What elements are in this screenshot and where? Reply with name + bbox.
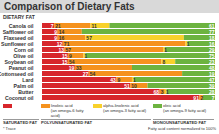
svg-text:9: 9 — [117, 77, 120, 83]
svg-text:57: 57 — [65, 46, 72, 53]
html-text:linoleic acid: linoleic acid — [50, 103, 73, 108]
svg-text:1: 1 — [166, 89, 169, 95]
html-text:(an omega-9 fatty acid): (an omega-9 fatty acid) — [163, 107, 207, 113]
html-text:POLYUNSATURATED FAT: POLYUNSATURATED FAT — [41, 119, 92, 125]
svg-text:91: 91 — [193, 95, 199, 101]
svg-text:47: 47 — [208, 76, 215, 83]
svg-text:Flaxseed oil: Flaxseed oil — [3, 34, 34, 41]
svg-text:1: 1 — [133, 76, 136, 83]
svg-text:7: 7 — [212, 95, 215, 101]
html-text:DIETARY FAT: DIETARY FAT — [3, 14, 35, 20]
svg-text:Coconut oil: Coconut oil — [5, 95, 34, 101]
svg-text:3: 3 — [161, 89, 164, 95]
svg-text:75: 75 — [208, 52, 215, 59]
svg-text:12: 12 — [56, 40, 63, 47]
svg-text:27: 27 — [83, 71, 89, 77]
svg-text:10: 10 — [131, 83, 137, 89]
html-text:MONOUNSATURATED FAT: MONOUNSATURATED FAT — [153, 119, 206, 125]
svg-text:1: 1 — [164, 47, 167, 53]
html-text:(an omega-3 fatty acid): (an omega-3 fatty acid) — [103, 107, 147, 113]
svg-text:Soybean oil: Soybean oil — [4, 58, 34, 65]
svg-text:Olive oil: Olive oil — [13, 52, 34, 59]
svg-text:Corn oil: Corn oil — [13, 46, 34, 53]
svg-text:14: 14 — [58, 28, 65, 35]
svg-text:7: 7 — [50, 22, 54, 29]
html-text:* Trace: * Trace — [3, 125, 16, 131]
svg-text:11: 11 — [92, 23, 98, 29]
html-text:alpha-linolenic acid: alpha-linolenic acid — [103, 103, 139, 108]
svg-text:13: 13 — [58, 46, 64, 53]
svg-text:23: 23 — [208, 58, 215, 65]
svg-text:71: 71 — [63, 40, 70, 47]
svg-text:39: 39 — [208, 82, 215, 89]
svg-text:15: 15 — [62, 59, 68, 65]
svg-text:Peanut oil: Peanut oil — [8, 64, 34, 71]
svg-text:Canola oil: Canola oil — [8, 22, 34, 29]
svg-text:Sunflower oil: Sunflower oil — [0, 40, 34, 47]
svg-text:Butter: Butter — [18, 88, 34, 95]
svg-text:8: 8 — [162, 59, 165, 65]
html-text:SATURATED FAT: SATURATED FAT — [3, 119, 37, 125]
svg-text:54: 54 — [90, 71, 96, 77]
svg-text:9: 9 — [54, 28, 58, 35]
html-text:(an omega-6 fatty acid): (an omega-6 fatty acid) — [50, 107, 84, 118]
svg-text:9: 9 — [54, 34, 58, 41]
svg-text:1: 1 — [187, 41, 190, 47]
html-text:Comparison of Dietary Fats: Comparison of Dietary Fats — [4, 1, 135, 12]
svg-text:43: 43 — [110, 77, 116, 83]
svg-text:29: 29 — [208, 46, 215, 53]
svg-text:48: 48 — [208, 64, 215, 71]
svg-text:19: 19 — [208, 70, 215, 77]
svg-text:68: 68 — [154, 89, 160, 95]
svg-text:Palm oil: Palm oil — [13, 82, 34, 89]
svg-text:1: 1 — [85, 53, 88, 59]
svg-text:9: 9 — [69, 52, 72, 59]
svg-text:57: 57 — [86, 35, 92, 41]
svg-text:33: 33 — [76, 65, 82, 71]
svg-text:16: 16 — [58, 34, 65, 41]
svg-text:77: 77 — [208, 28, 215, 35]
svg-text:Lard: Lard — [22, 76, 34, 83]
svg-text:2: 2 — [201, 95, 204, 101]
svg-text:16: 16 — [208, 40, 215, 47]
svg-text:19: 19 — [69, 65, 75, 71]
svg-text:Safflower oil: Safflower oil — [2, 28, 34, 35]
svg-text:54: 54 — [69, 59, 75, 65]
svg-text:28: 28 — [208, 88, 215, 95]
html-text:Fatty acid content normalized: Fatty acid content normalized to 100% — [148, 125, 216, 131]
html-text:oleic acid: oleic acid — [163, 103, 181, 108]
svg-text:61: 61 — [208, 22, 215, 29]
svg-text:21: 21 — [55, 22, 61, 29]
svg-text:15: 15 — [61, 52, 68, 59]
svg-text:51: 51 — [124, 83, 130, 89]
svg-text:18: 18 — [208, 34, 215, 41]
